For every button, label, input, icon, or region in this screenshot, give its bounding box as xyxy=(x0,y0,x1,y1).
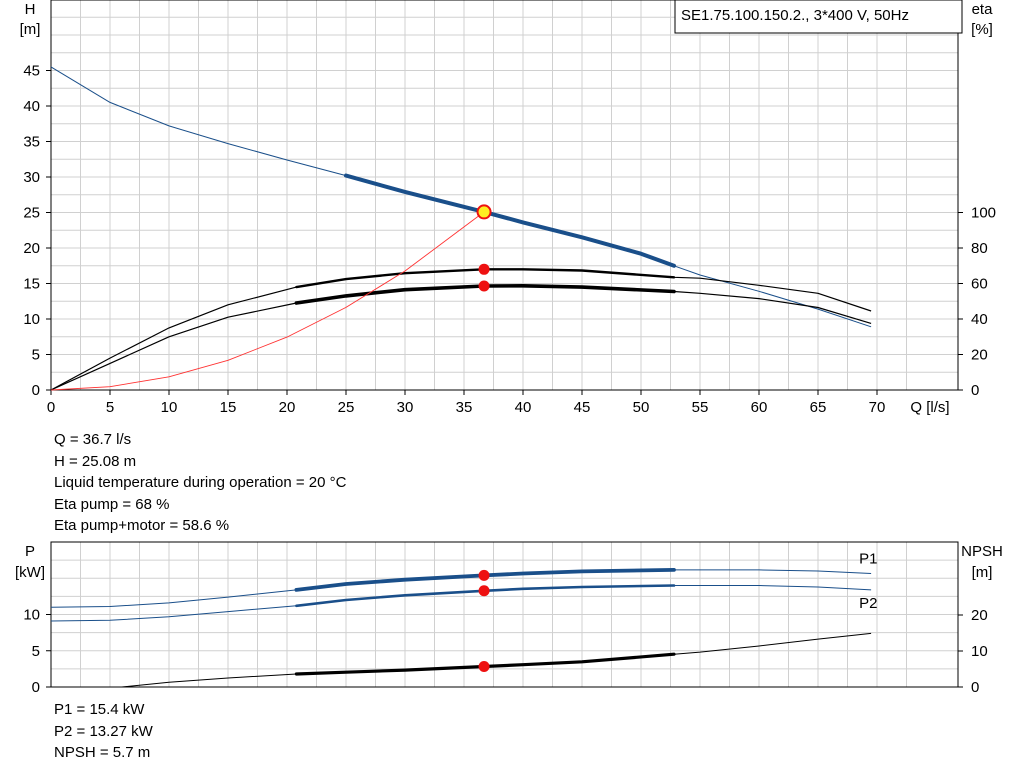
x-tick-label: 45 xyxy=(574,399,591,416)
y-right-tick-label: 10 xyxy=(971,643,988,660)
y-right-axis-unit: [m] xyxy=(972,564,993,581)
y-left-tick-label: 40 xyxy=(23,98,40,115)
y-left-tick-label: 10 xyxy=(23,607,40,624)
y-right-axis-title: NPSH xyxy=(961,543,1003,560)
x-tick-label: 55 xyxy=(692,399,709,416)
x-tick-label: 70 xyxy=(869,399,886,416)
curve-system-curve xyxy=(50,211,485,391)
y-left-tick-label: 45 xyxy=(23,63,40,80)
x-axis-title: Q [l/s] xyxy=(910,399,949,416)
duty-point-marker xyxy=(478,263,490,275)
y-left-tick-label: 30 xyxy=(23,169,40,186)
x-tick-label: 35 xyxy=(456,399,473,416)
y-right-tick-label: 60 xyxy=(971,276,988,293)
eta-pump-motor-value: Eta pump+motor = 58.6 % xyxy=(54,517,230,534)
pump-label-box: SE1.75.100.150.2., 3*400 V, 50Hz xyxy=(674,0,963,34)
duty-point-marker xyxy=(478,569,490,581)
y-left-tick-label: 25 xyxy=(23,205,40,222)
power-results-info: P1 = 15.4 kW P2 = 13.27 kW NPSH = 5.7 m xyxy=(54,699,153,764)
y-left-tick-label: 35 xyxy=(23,134,40,151)
x-tick-label: 65 xyxy=(810,399,827,416)
duty-point-marker xyxy=(478,585,490,597)
pump-label: SE1.75.100.150.2., 3*400 V, 50Hz xyxy=(681,7,909,24)
y-right-tick-label: 20 xyxy=(971,607,988,624)
y-left-axis-unit: [m] xyxy=(20,21,41,38)
y-left-tick-label: 5 xyxy=(32,347,40,364)
series-label-p1: P1 xyxy=(859,551,877,568)
head-value: H = 25.08 m xyxy=(54,452,137,470)
y-right-tick-label: 20 xyxy=(971,347,988,364)
y-right-tick-label: 80 xyxy=(971,240,988,257)
y-right-tick-label: 40 xyxy=(971,311,988,328)
npsh-value: NPSH = 5.7 m xyxy=(54,744,151,761)
operating-point-marker xyxy=(476,204,492,220)
x-tick-label: 5 xyxy=(106,399,114,416)
curve-head-operating-range xyxy=(344,173,676,268)
x-tick-label: 60 xyxy=(751,399,768,416)
y-left-tick-label: 5 xyxy=(32,643,40,660)
y-left-tick-label: 0 xyxy=(32,382,40,399)
y-right-tick-label: 0 xyxy=(971,679,979,696)
y-left-axis-title: H xyxy=(25,1,36,18)
plot-frame xyxy=(50,0,959,391)
y-left-axis-title: P xyxy=(25,543,35,560)
operating-point-info: Q = 36.7 l/s H = 25.08 m Liquid temperat… xyxy=(54,429,346,537)
y-left-tick-label: 15 xyxy=(23,276,40,293)
y-left-tick-label: 0 xyxy=(32,679,40,696)
x-tick-label: 15 xyxy=(220,399,237,416)
x-tick-label: 20 xyxy=(279,399,296,416)
x-tick-label: 0 xyxy=(47,399,55,416)
head-efficiency-panel: 051015202530354045020406080100H[m]eta[%]… xyxy=(20,0,996,416)
series-label-p2: P2 xyxy=(859,595,877,612)
duty-point-marker xyxy=(478,280,490,292)
p1-value: P1 = 15.4 kW xyxy=(54,701,145,718)
y-right-axis-unit: [%] xyxy=(971,21,993,38)
y-left-axis-unit: [kW] xyxy=(15,564,45,581)
x-tick-label: 40 xyxy=(515,399,532,416)
y-left-tick-label: 20 xyxy=(23,240,40,257)
x-tick-label: 10 xyxy=(161,399,178,416)
duty-point-marker xyxy=(478,660,490,672)
y-right-tick-label: 100 xyxy=(971,205,996,222)
power-npsh-panel: 0 5 10 0 10 20 P [kW] NPSH [m] P1 P2 xyxy=(15,541,1003,696)
x-tick-label: 50 xyxy=(633,399,650,416)
y-left-tick-label: 10 xyxy=(23,311,40,328)
flow-value: Q = 36.7 l/s xyxy=(54,431,132,448)
y-right-axis-title: eta xyxy=(972,1,994,18)
x-tick-label: 25 xyxy=(338,399,355,416)
p2-value: P2 = 13.27 kW xyxy=(54,722,153,740)
x-tick-label: 30 xyxy=(397,399,414,416)
eta-pump-value: Eta pump = 68 % xyxy=(54,495,170,513)
y-right-tick-label: 0 xyxy=(971,382,979,399)
liquid-temperature-value: Liquid temperature during operation = 20… xyxy=(54,474,347,491)
